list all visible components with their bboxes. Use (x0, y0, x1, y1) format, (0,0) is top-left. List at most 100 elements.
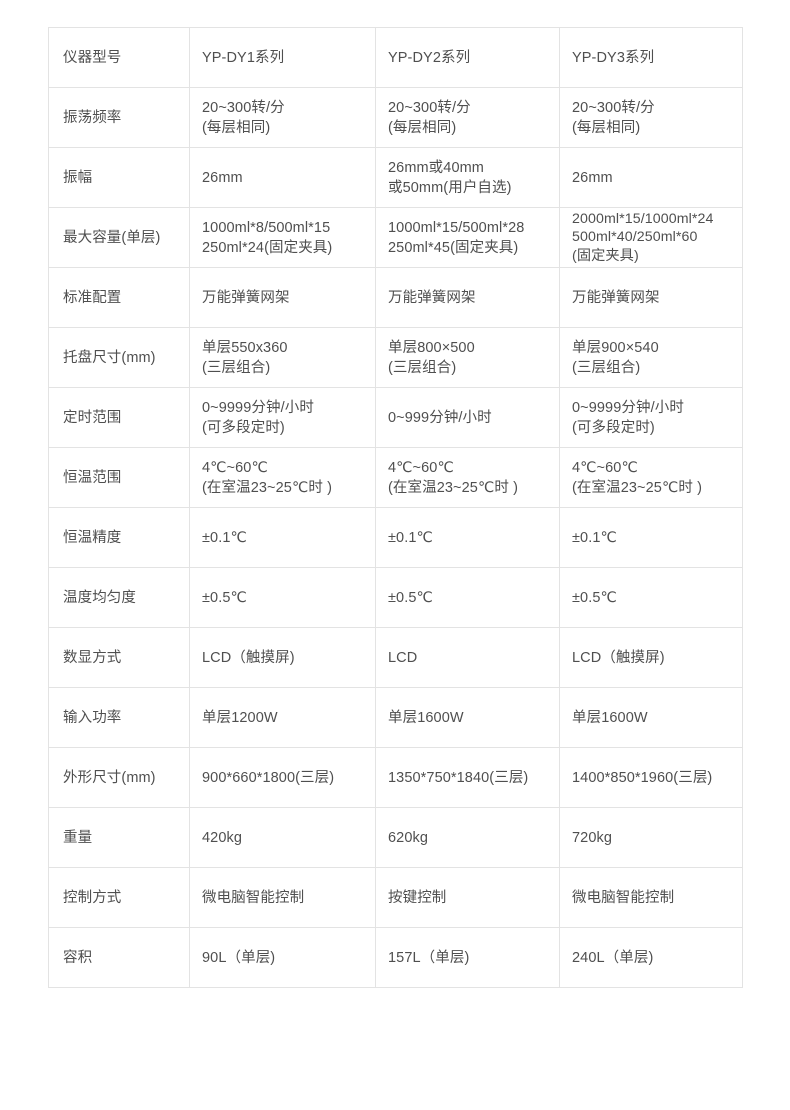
value-cell-dy3: 20~300转/分 (每层相同) (559, 87, 743, 148)
cell-line: 420kg (202, 829, 243, 846)
value-cell-dy3: 720kg (559, 807, 743, 868)
cell-line: 500ml*40/250ml*60 (572, 229, 698, 246)
value-cell-dy1: 0~9999分钟/小时 (可多段定时) (189, 387, 376, 448)
row-label-cell: 托盘尺寸(mm) (48, 327, 190, 388)
value-cell-dy2: 157L（单层) (375, 927, 560, 988)
row-label-cell: 温度均匀度 (48, 567, 190, 628)
cell-line: 微电脑智能控制 (202, 889, 305, 906)
value-cell-dy3: 万能弹簧网架 (559, 267, 743, 328)
cell-line: 250ml*24(固定夹具) (202, 239, 333, 256)
value-cell-dy1: 万能弹簧网架 (189, 267, 376, 328)
cell-line: (在室温23~25℃时 ) (202, 479, 332, 496)
row-label-cell: 振荡频率 (48, 87, 190, 148)
value-cell-dy3: ±0.1℃ (559, 507, 743, 568)
value-cell-dy3: LCD（触摸屏) (559, 627, 743, 688)
cell-line: 20~300转/分 (202, 99, 285, 116)
value-cell-dy1: 20~300转/分 (每层相同) (189, 87, 376, 148)
table-row: 温度均匀度 ±0.5℃ ±0.5℃ ±0.5℃ (48, 567, 743, 628)
table-row: 输入功率 单层1200W 单层1600W 单层1600W (48, 687, 743, 748)
row-label-cell: 标准配置 (48, 267, 190, 328)
value-cell-dy2: 1350*750*1840(三层) (375, 747, 560, 808)
row-label-cell: 重量 (48, 807, 190, 868)
cell-line: ±0.1℃ (202, 529, 247, 546)
table-row: 重量 420kg 620kg 720kg (48, 807, 743, 868)
table-row: 外形尺寸(mm) 900*660*1800(三层) 1350*750*1840(三层… (48, 747, 743, 808)
cell-line: 按键控制 (388, 889, 447, 906)
cell-line: 2000ml*15/1000ml*24 (572, 211, 714, 228)
value-cell-dy1: 4℃~60℃ (在室温23~25℃时 ) (189, 447, 376, 508)
cell-line: 单层800×500 (388, 339, 475, 356)
table-row: 控制方式 微电脑智能控制 按键控制 微电脑智能控制 (48, 867, 743, 928)
cell-line: (三层组合) (572, 359, 641, 376)
cell-line: ±0.5℃ (202, 589, 247, 606)
value-cell-dy1: 单层550x360 (三层组合) (189, 327, 376, 388)
value-cell-dy1: YP-DY1系列 (189, 27, 376, 88)
cell-line: (每层相同) (202, 119, 271, 136)
value-cell-dy2: 单层800×500 (三层组合) (375, 327, 560, 388)
cell-line: 620kg (388, 829, 429, 846)
table-row: 托盘尺寸(mm) 单层550x360 (三层组合) 单层800×500 (三层组合) 单层… (48, 327, 743, 388)
cell-line: ±0.5℃ (388, 589, 433, 606)
value-cell-dy3: 2000ml*15/1000ml*24 500ml*40/250ml*60 (固定夹… (559, 207, 743, 268)
row-label-cell: 振幅 (48, 147, 190, 208)
value-cell-dy2: 万能弹簧网架 (375, 267, 560, 328)
value-cell-dy1: 90L（单层) (189, 927, 376, 988)
cell-line: 万能弹簧网架 (202, 289, 290, 306)
value-cell-dy2: LCD (375, 627, 560, 688)
value-cell-dy1: ±0.1℃ (189, 507, 376, 568)
cell-line: 1400*850*1960(三层) (572, 769, 713, 786)
value-cell-dy2: 按键控制 (375, 867, 560, 928)
cell-line: ±0.1℃ (572, 529, 617, 546)
cell-line: 720kg (572, 829, 613, 846)
cell-line: 900*660*1800(三层) (202, 769, 335, 786)
cell-line: (三层组合) (388, 359, 457, 376)
cell-line: 4℃~60℃ (388, 459, 454, 476)
value-cell-dy1: 微电脑智能控制 (189, 867, 376, 928)
row-label-cell: 定时范围 (48, 387, 190, 448)
table-row: 标准配置 万能弹簧网架 万能弹簧网架 万能弹簧网架 (48, 267, 743, 328)
cell-line: YP-DY3系列 (572, 49, 655, 66)
value-cell-dy3: 单层1600W (559, 687, 743, 748)
cell-line: (三层组合) (202, 359, 271, 376)
cell-line: 单层550x360 (202, 339, 288, 356)
cell-line: LCD（触摸屏) (202, 649, 295, 666)
cell-line: 26mm (202, 169, 243, 186)
cell-line: 240L（单层) (572, 949, 654, 966)
specification-table-container: 仪器型号 YP-DY1系列 YP-DY2系列 YP-DY3系列 振荡频率 20~300转/… (48, 27, 743, 988)
cell-line: (在室温23~25℃时 ) (572, 479, 702, 496)
cell-line: 4℃~60℃ (572, 459, 638, 476)
cell-line: 万能弹簧网架 (572, 289, 660, 306)
cell-line: 1000ml*15/500ml*28 (388, 219, 525, 236)
value-cell-dy2: 0~999分钟/小时 (375, 387, 560, 448)
cell-line: 157L（单层) (388, 949, 470, 966)
cell-line: 1000ml*8/500ml*15 (202, 219, 331, 236)
cell-line: 单层1600W (388, 709, 464, 726)
cell-line: (可多段定时) (202, 419, 285, 436)
value-cell-dy3: 微电脑智能控制 (559, 867, 743, 928)
row-label-cell: 恒温范围 (48, 447, 190, 508)
cell-line: (每层相同) (572, 119, 641, 136)
cell-line: 0~9999分钟/小时 (202, 399, 314, 416)
value-cell-dy3: 1400*850*1960(三层) (559, 747, 743, 808)
table-row: 恒温精度 ±0.1℃ ±0.1℃ ±0.1℃ (48, 507, 743, 568)
table-row: 仪器型号 YP-DY1系列 YP-DY2系列 YP-DY3系列 (48, 27, 743, 88)
table-row: 振荡频率 20~300转/分 (每层相同) 20~300转/分 (每层相同) 20~300… (48, 87, 743, 148)
value-cell-dy3: 0~9999分钟/小时 (可多段定时) (559, 387, 743, 448)
value-cell-dy3: ±0.5℃ (559, 567, 743, 628)
value-cell-dy2: ±0.1℃ (375, 507, 560, 568)
cell-line: (在室温23~25℃时 ) (388, 479, 518, 496)
cell-line: 微电脑智能控制 (572, 889, 675, 906)
table-row: 振幅 26mm 26mm或40mm 或50mm(用户自选) 26mm (48, 147, 743, 208)
value-cell-dy2: 4℃~60℃ (在室温23~25℃时 ) (375, 447, 560, 508)
cell-line: 20~300转/分 (388, 99, 471, 116)
value-cell-dy3: YP-DY3系列 (559, 27, 743, 88)
row-label-cell: 最大容量(单层) (48, 207, 190, 268)
cell-line: YP-DY1系列 (202, 49, 285, 66)
cell-line: LCD（触摸屏) (572, 649, 665, 666)
cell-line: 250ml*45(固定夹具) (388, 239, 519, 256)
table-row: 数显方式 LCD（触摸屏) LCD LCD（触摸屏) (48, 627, 743, 688)
row-label-cell: 恒温精度 (48, 507, 190, 568)
cell-line: (每层相同) (388, 119, 457, 136)
value-cell-dy2: YP-DY2系列 (375, 27, 560, 88)
